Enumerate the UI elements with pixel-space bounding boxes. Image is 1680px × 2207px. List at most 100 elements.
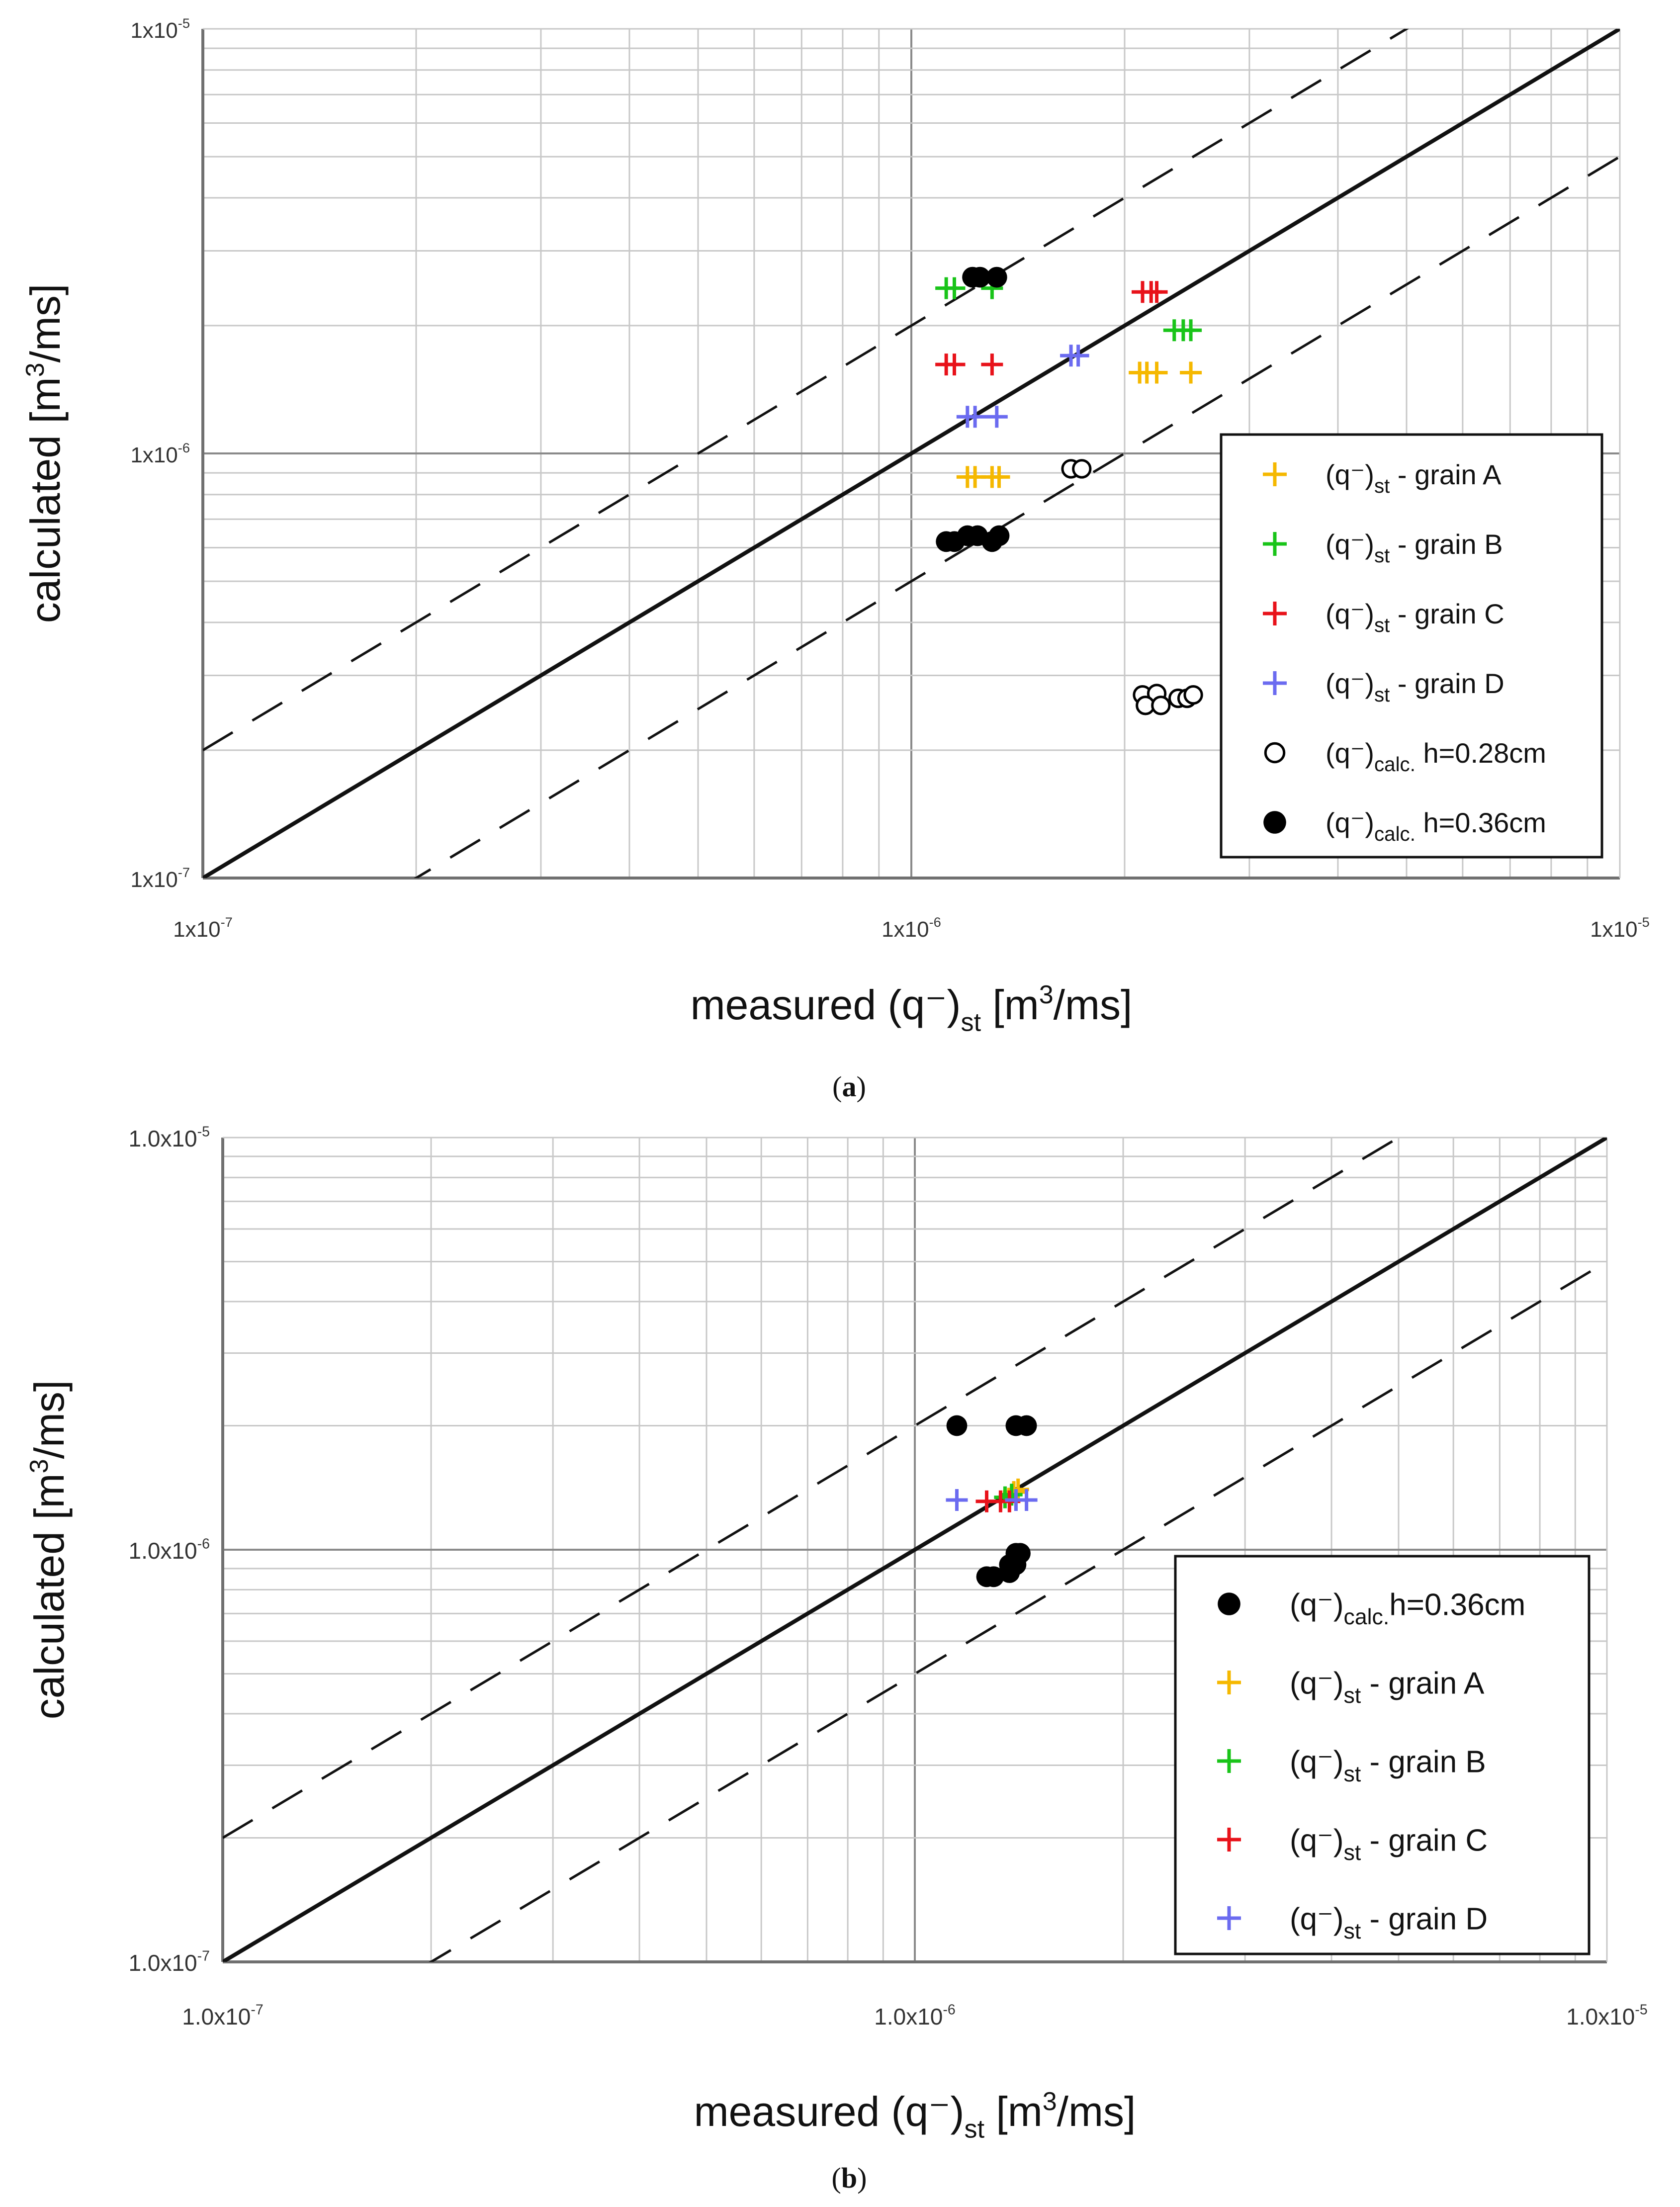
legend-label-sub: calc. bbox=[1374, 822, 1415, 845]
x-tick-label: 1x10-6 bbox=[882, 914, 941, 942]
reference-line bbox=[203, 29, 1620, 878]
legend-box bbox=[1220, 433, 1603, 859]
legend: (q⁻)calc.h=0.36cm (q⁻)st - grain A (q⁻)st … bbox=[1174, 1555, 1591, 1955]
legend-label-suffix: - grain C bbox=[1390, 598, 1504, 629]
data-point bbox=[1016, 1415, 1037, 1436]
data-point bbox=[946, 1415, 968, 1436]
y-axis-title-part: 3 bbox=[25, 1459, 54, 1473]
legend-label-suffix: - grain D bbox=[1361, 1902, 1488, 1936]
legend-label: (q⁻)st - grain C bbox=[1290, 1823, 1488, 1865]
x-tick-exponent: -5 bbox=[1635, 2002, 1647, 2018]
data-point bbox=[988, 525, 1010, 546]
caption-letter: b bbox=[841, 2162, 857, 2194]
legend-marker bbox=[1217, 1749, 1241, 1773]
y-axis-title-part: calculated [m bbox=[26, 1473, 73, 1719]
x-tick-mantissa: 1.0x10 bbox=[182, 2004, 251, 2030]
series-grain-B bbox=[935, 277, 1202, 342]
legend-label-main: (q⁻) bbox=[1290, 1902, 1344, 1936]
legend-label-sub: st bbox=[1344, 1762, 1361, 1786]
legend-label-suffix: h=0.28cm bbox=[1415, 737, 1546, 769]
y-axis-title-part: 3 bbox=[21, 362, 50, 377]
x-axis-title-part: [m bbox=[984, 2088, 1043, 2135]
y-tick-exponent: -5 bbox=[178, 15, 190, 31]
x-tick-exponent: -6 bbox=[929, 914, 941, 930]
series-grain-C bbox=[935, 281, 1168, 376]
data-point bbox=[1067, 345, 1089, 367]
x-axis-title-part: st bbox=[961, 1008, 981, 1037]
reference-line bbox=[223, 1138, 1401, 1839]
legend-label: (q⁻)st - grain A bbox=[1290, 1666, 1485, 1708]
caption-open: ( bbox=[832, 1070, 842, 1103]
legend-label: (q⁻)st - grain B bbox=[1326, 529, 1503, 567]
x-axis-title-part: /ms] bbox=[1054, 981, 1133, 1028]
data-point bbox=[1072, 459, 1092, 479]
data-point bbox=[988, 466, 1010, 488]
legend-marker bbox=[1264, 742, 1286, 764]
x-tick-label: 1.0x10-6 bbox=[874, 2002, 955, 2030]
data-point bbox=[1146, 361, 1168, 384]
caption-letter: a bbox=[842, 1070, 857, 1103]
data-point bbox=[1146, 281, 1168, 303]
x-axis-title-part: measured (q⁻) bbox=[691, 981, 961, 1028]
legend-label: (q⁻)calc. h=0.28cm bbox=[1326, 737, 1546, 776]
y-tick-mantissa: 1.0x10 bbox=[129, 1126, 197, 1151]
y-tick-label: 1x10-7 bbox=[130, 865, 190, 892]
data-point bbox=[946, 1489, 968, 1511]
reference-lines bbox=[223, 1138, 1607, 1962]
data-point bbox=[1005, 1543, 1027, 1564]
legend-label-sub: st bbox=[1344, 1841, 1361, 1865]
data-point bbox=[1180, 361, 1202, 384]
legend-label-main: (q⁻) bbox=[1326, 459, 1374, 490]
legend-label-suffix: - grain B bbox=[1361, 1745, 1486, 1779]
legend-label-main: (q⁻) bbox=[1326, 807, 1374, 838]
x-axis-title-part: measured (q⁻) bbox=[694, 2088, 965, 2135]
reference-line bbox=[414, 155, 1620, 878]
chart-panel-b: 1.0x10-7 1.0x10-6 1.0x10-51.0x10-71.0x10-6… bbox=[25, 1124, 1648, 2194]
legend-marker bbox=[1263, 602, 1287, 625]
x-tick-label: 1x10-7 bbox=[173, 914, 233, 942]
y-axis-title: calculated [m3/ms] bbox=[25, 1380, 73, 1720]
legend-label: (q⁻)calc.h=0.36cm bbox=[1290, 1588, 1525, 1629]
x-tick-exponent: -5 bbox=[1638, 914, 1650, 930]
reference-line bbox=[223, 1138, 1607, 1962]
y-axis-title-part: /ms] bbox=[26, 1380, 73, 1459]
legend-marker bbox=[1217, 1906, 1241, 1930]
legend-label-sub: st bbox=[1344, 1683, 1361, 1708]
data-point bbox=[983, 1566, 1004, 1588]
x-axis-title-part: /ms] bbox=[1057, 2088, 1136, 2135]
reference-lines bbox=[203, 29, 1620, 878]
data-point bbox=[1183, 685, 1203, 705]
data-point bbox=[985, 406, 1008, 428]
legend-marker bbox=[1218, 1592, 1240, 1615]
panel-caption: (a) bbox=[832, 1070, 866, 1103]
x-tick-mantissa: 1.0x10 bbox=[874, 2004, 943, 2030]
x-tick-mantissa: 1x10 bbox=[173, 917, 220, 942]
data-marks bbox=[935, 266, 1203, 715]
x-axis-title-part: [m bbox=[981, 981, 1039, 1028]
caption-open: ( bbox=[832, 2162, 841, 2194]
y-tick-label: 1x10-5 bbox=[130, 15, 190, 43]
x-axis-title: measured (q⁻)st [m3/ms] bbox=[691, 980, 1133, 1037]
chart-panel-a: 1x10-7 1x10-6 1x10-51x10-71x10-61x10-5meas… bbox=[21, 15, 1650, 1103]
y-tick-mantissa: 1x10 bbox=[130, 443, 177, 467]
legend-label-main: (q⁻) bbox=[1290, 1588, 1344, 1622]
legend-label: (q⁻)st - grain D bbox=[1290, 1902, 1488, 1943]
x-tick-exponent: -7 bbox=[221, 914, 233, 930]
data-marks bbox=[946, 1415, 1038, 1588]
legend-label-main: (q⁻) bbox=[1290, 1745, 1344, 1779]
data-point bbox=[964, 406, 986, 428]
legend-label-suffix: h=0.36cm bbox=[1389, 1588, 1525, 1622]
data-point bbox=[986, 266, 1007, 288]
legend: (q⁻)st - grain A(q⁻)st - grain B(q⁻)st -… bbox=[1220, 433, 1603, 859]
legend-label: (q⁻)st - grain B bbox=[1290, 1745, 1486, 1786]
legend-marker bbox=[1263, 462, 1287, 486]
y-tick-label: 1x10-6 bbox=[130, 440, 190, 467]
legend-label-main: (q⁻) bbox=[1326, 668, 1374, 699]
legend-label-suffix: - grain B bbox=[1390, 529, 1503, 560]
y-tick-exponent: -5 bbox=[197, 1124, 210, 1140]
y-tick-mantissa: 1x10 bbox=[130, 868, 177, 892]
legend-label-sub: st bbox=[1374, 614, 1390, 636]
y-tick-exponent: -6 bbox=[197, 1536, 210, 1552]
x-tick-label: 1x10-5 bbox=[1590, 914, 1650, 942]
